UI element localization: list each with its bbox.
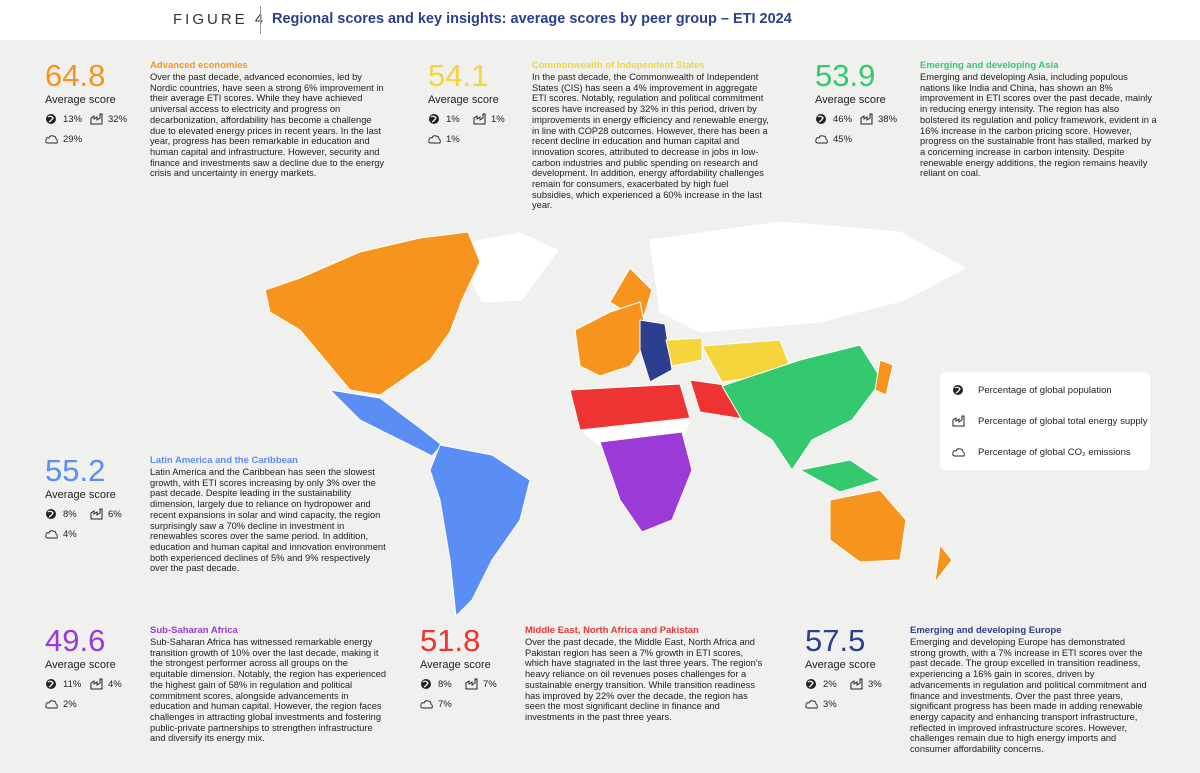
russia	[649, 221, 967, 333]
score-label: Average score	[815, 94, 886, 106]
score-label: Average score	[428, 94, 499, 106]
co2-share: 3%	[823, 699, 837, 710]
region-name: Latin America and the Caribbean	[150, 455, 298, 466]
region-text: Latin America and the Caribbean has seen…	[150, 467, 386, 574]
western-europe	[574, 301, 649, 377]
region-text: Over the past decade, the Middle East, N…	[525, 637, 763, 722]
score-label: Average score	[45, 489, 116, 501]
energy-icon	[465, 678, 478, 690]
region-text: Sub-Saharan Africa has witnessed remarka…	[150, 637, 387, 744]
north-africa	[569, 383, 691, 431]
energy-icon	[850, 678, 863, 690]
legend-label: Percentage of global total energy supply	[978, 416, 1148, 427]
new-zealand	[934, 543, 953, 584]
energy-icon	[90, 113, 103, 125]
co2-share: 2%	[63, 699, 77, 710]
cis-west	[665, 337, 703, 367]
region-name: Commonwealth of Independent States	[532, 60, 705, 71]
population-icon	[429, 114, 439, 124]
region-name: Advanced economies	[150, 60, 248, 71]
region-text: Over the past decade, advanced economies…	[150, 72, 385, 179]
co2-icon	[428, 135, 441, 144]
population-share: 11%	[63, 679, 82, 690]
population-share: 46%	[833, 114, 853, 125]
north-america	[264, 231, 481, 396]
energy-share: 3%	[868, 679, 882, 690]
energy-icon	[952, 415, 965, 427]
co2-icon	[815, 135, 828, 144]
latin-north	[328, 389, 443, 457]
energy-share: 32%	[108, 114, 128, 125]
population-icon	[46, 679, 56, 689]
region-name: Middle East, North Africa and Pakistan	[525, 625, 699, 636]
average-score: 53.9	[815, 58, 876, 93]
region-name: Emerging and developing Asia	[920, 60, 1059, 71]
population-share: 8%	[438, 679, 452, 690]
co2-icon	[805, 700, 818, 709]
score-label: Average score	[420, 659, 491, 671]
population-icon	[806, 679, 816, 689]
sub-saharan-africa	[599, 431, 693, 533]
co2-icon	[952, 448, 965, 457]
average-score: 51.8	[420, 623, 481, 658]
co2-share: 29%	[63, 134, 83, 145]
population-icon	[46, 509, 56, 519]
japan	[874, 359, 894, 396]
region-text: Emerging and developing Europe has demon…	[910, 637, 1147, 755]
header: FIGURE 4 Regional scores and key insight…	[0, 0, 1200, 40]
average-score: 55.2	[45, 453, 106, 488]
population-share: 1%	[446, 114, 460, 125]
population-share: 13%	[63, 114, 83, 125]
separator	[260, 6, 261, 34]
region-name: Sub-Saharan Africa	[150, 625, 238, 636]
south-america	[429, 444, 531, 618]
population-icon	[953, 385, 963, 395]
average-score: 57.5	[805, 623, 866, 658]
energy-share: 7%	[483, 679, 497, 690]
eastern-europe	[639, 319, 673, 383]
co2-share: 7%	[438, 699, 452, 710]
energy-icon	[90, 678, 103, 690]
energy-share: 1%	[491, 114, 505, 125]
score-label: Average score	[45, 659, 116, 671]
energy-icon	[473, 113, 486, 125]
legend-label: Percentage of global CO₂ emissions	[978, 447, 1131, 458]
energy-icon	[860, 113, 873, 125]
average-score: 49.6	[45, 623, 106, 658]
legend-label: Percentage of global population	[978, 385, 1112, 396]
asia	[721, 344, 883, 471]
population-icon	[816, 114, 826, 124]
average-score: 54.1	[428, 58, 489, 93]
score-label: Average score	[45, 94, 116, 106]
greenland	[454, 232, 559, 303]
figure-label: FIGURE 4	[173, 11, 267, 28]
energy-share: 4%	[108, 679, 122, 690]
region-text: In the past decade, the Commonwealth of …	[532, 72, 769, 211]
energy-share: 6%	[108, 509, 122, 520]
average-score: 64.8	[45, 58, 106, 93]
southeast-asia	[798, 459, 882, 493]
figure-title: Regional scores and key insights: averag…	[272, 11, 792, 27]
co2-icon	[45, 700, 58, 709]
co2-icon	[45, 530, 58, 539]
legend: Percentage of global population Percentag…	[940, 372, 1150, 470]
australia	[829, 489, 907, 563]
co2-share: 4%	[63, 529, 77, 540]
population-icon	[421, 679, 431, 689]
region-name: Emerging and developing Europe	[910, 625, 1062, 636]
co2-icon	[45, 135, 58, 144]
score-label: Average score	[805, 659, 876, 671]
co2-share: 1%	[446, 134, 460, 145]
population-share: 2%	[823, 679, 837, 690]
population-share: 8%	[63, 509, 77, 520]
co2-icon	[420, 700, 433, 709]
co2-share: 45%	[833, 134, 853, 145]
energy-icon	[90, 508, 103, 520]
energy-share: 38%	[878, 114, 898, 125]
population-icon	[46, 114, 56, 124]
region-text: Emerging and developing Asia, including …	[920, 72, 1157, 179]
